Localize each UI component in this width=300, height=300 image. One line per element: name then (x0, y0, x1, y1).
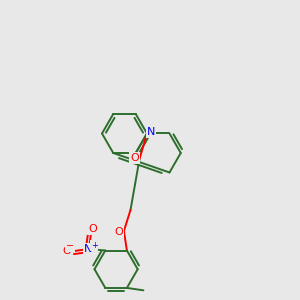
Text: N: N (84, 244, 93, 254)
Text: O: O (88, 224, 97, 234)
Text: O: O (114, 226, 123, 237)
Text: O: O (63, 246, 72, 256)
Text: O: O (130, 153, 139, 163)
Text: +: + (91, 241, 98, 250)
Text: −: − (65, 241, 74, 251)
Text: N: N (147, 127, 155, 137)
